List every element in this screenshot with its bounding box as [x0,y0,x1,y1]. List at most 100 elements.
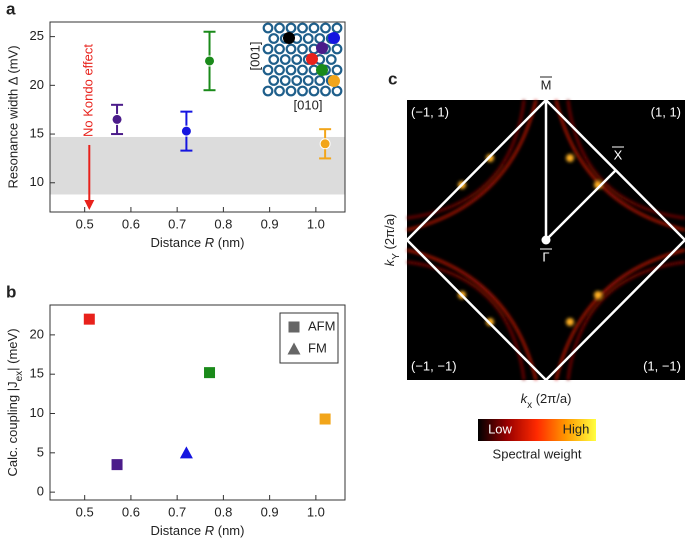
frame [49,304,346,501]
y-axis-label: kY (2π/a) [382,214,402,266]
x-tick-label: 0.7 [168,216,186,231]
legend-box [279,312,339,364]
lattice-site [308,22,320,34]
colorbar-high: High [563,421,590,436]
lattice-site [274,22,285,34]
lattice-atom [328,32,340,44]
y-axis-label-part: Calc. coupling |J [5,381,20,476]
lattice-site [308,85,320,97]
colorbar-low: Low [488,421,512,436]
x-tick-label: 0.6 [122,216,140,231]
lattice-site [262,43,274,55]
point [204,55,216,67]
panel-label: a [6,0,16,18]
corner-label: (−1, 1) [411,104,449,119]
band-curve [406,99,526,220]
x-axis-label: Distance R (nm) [151,235,245,250]
lattice-site [331,43,343,55]
corner-label: (−1, −1) [411,358,457,373]
x-tick-label: 0.5 [76,504,94,519]
band-curve [406,248,538,381]
lattice-site [331,22,343,34]
band [50,136,345,195]
lattice-site [279,75,291,86]
x-tick-label: 0.8 [214,216,232,231]
point [111,113,123,125]
lattice-site [268,75,280,86]
point-label: X [614,147,623,162]
hot-spot [594,291,602,299]
legend-label: AFM [308,318,335,333]
x-tick-label: 1.0 [307,216,325,231]
lattice-site [262,85,274,97]
lattice-site [279,54,291,65]
y-tick-label: 25 [30,28,44,43]
band-curve [406,260,526,381]
lattice-site [320,22,331,34]
legend-label: FM [308,340,327,355]
y-tick-label: 20 [30,77,44,92]
lattice-atom [316,64,328,76]
lattice-site [262,64,274,76]
corner-label: (1, 1) [651,104,681,119]
x-axis-label-part: k [521,391,529,406]
lattice-atom [306,53,318,65]
annotation-arrowhead [84,200,95,210]
lattice-site [297,85,308,97]
x-axis-label: Distance R (nm) [151,523,245,538]
hot-spot [566,318,574,326]
point [319,138,331,150]
point [204,367,216,379]
point [83,313,95,325]
x-tick-label: 0.6 [122,504,140,519]
x-tick-label: 0.8 [214,504,232,519]
lattice-site [302,33,314,44]
hot-spot [566,154,574,162]
panel-label: b [6,282,16,301]
lattice-site [285,85,297,97]
x-axis-label-part: x [527,400,532,411]
lattice-site [268,54,280,65]
x-tick-label: 0.5 [76,216,94,231]
spectral-map [406,99,685,381]
lattice-site [297,22,308,34]
point [319,413,331,425]
lattice-site [285,43,297,55]
x-axis-label-part: Distance [151,235,205,250]
y-tick-label: 0 [37,484,44,499]
lattice-site [274,85,285,97]
x-axis-label-part: (nm) [214,235,244,250]
frame [49,21,346,213]
lattice-site [274,64,285,76]
lattice-site [268,33,280,44]
y-tick-label: 20 [30,326,44,341]
inset-label: [001] [247,42,262,71]
path-gx [545,169,617,241]
lattice-site [291,54,303,65]
lattice-site [274,43,285,55]
y-tick-label: 10 [30,405,44,420]
x-tick-label: 0.7 [168,504,186,519]
x-tick-label: 0.9 [261,504,279,519]
corner-label: (1, −1) [643,358,681,373]
point-label: M [541,77,552,92]
y-axis-label-part: k [382,258,397,266]
x-axis-label-part: R [205,523,214,538]
legend-marker [288,321,300,333]
x-axis-label-part: (nm) [214,523,244,538]
y-axis-label-part: | (meV) [5,328,20,370]
annotation: No Kondo effect [81,44,96,137]
y-axis-label-part: (2π/a) [382,214,397,253]
y-axis-label-part: ex [14,371,25,382]
gamma-point [541,235,551,245]
x-axis-label-part: R [205,235,214,250]
lattice-site [314,75,326,86]
lattice-site [331,64,343,76]
point-label: Γ [542,249,549,264]
colorbar-title: Spectral weight [493,446,582,461]
colorbar [478,419,596,441]
x-tick-label: 0.9 [261,216,279,231]
x-axis-label: kx (2π/a) [521,391,572,411]
panel-label: c [388,69,397,88]
